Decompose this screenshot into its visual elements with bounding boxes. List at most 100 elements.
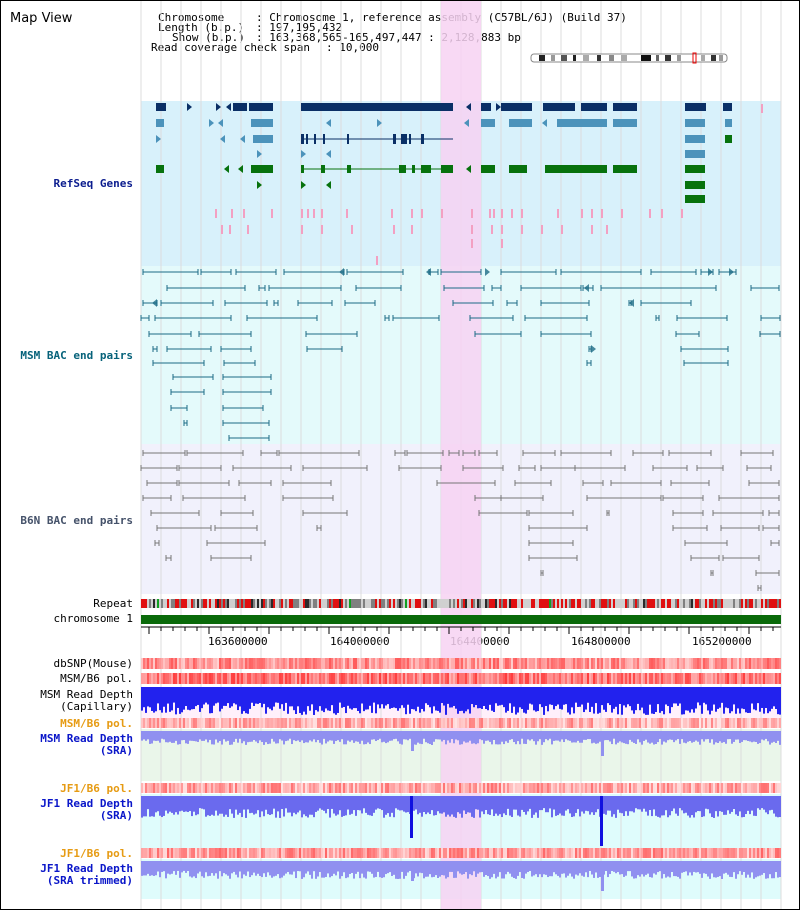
polymorphism-cell — [221, 783, 223, 793]
read-depth-bar — [327, 796, 329, 810]
polymorphism-cell — [765, 673, 767, 684]
polymorphism-cell — [311, 718, 313, 728]
polymorphism-cell — [753, 848, 755, 858]
polymorphism-cell — [763, 718, 765, 728]
read-depth-bar — [409, 861, 411, 871]
polymorphism-cell — [567, 783, 569, 793]
polymorphism-cell — [537, 848, 539, 858]
polymorphism-cell — [383, 848, 385, 858]
polymorphism-cell — [611, 658, 613, 669]
repeat-element — [485, 599, 487, 608]
read-depth-bar — [455, 687, 457, 709]
read-depth-bar — [639, 861, 641, 877]
read-depth-bar — [307, 796, 309, 818]
gene-strand-arrow — [496, 103, 501, 111]
polymorphism-cell — [501, 658, 503, 669]
read-depth-bar — [251, 796, 253, 813]
polymorphism-cell — [727, 673, 729, 684]
polymorphism-cell — [301, 783, 303, 793]
read-depth-bar — [479, 687, 481, 709]
read-depth-bar — [267, 731, 269, 745]
read-depth-bar — [497, 687, 499, 706]
gene-exon — [249, 103, 273, 111]
polymorphism-cell — [239, 718, 241, 728]
polymorphism-cell — [573, 783, 575, 793]
polymorphism-cell — [281, 783, 283, 793]
polymorphism-cell — [435, 673, 437, 684]
read-depth-bar — [337, 796, 339, 815]
polymorphism-cell — [165, 718, 167, 728]
polymorphism-cell — [445, 783, 447, 793]
read-depth-bar — [627, 731, 629, 745]
track-label-b6n-bac[interactable]: B6N BAC end pairs — [20, 514, 133, 527]
polymorphism-cell — [267, 658, 269, 669]
polymorphism-cell — [371, 848, 373, 858]
read-depth-bar — [611, 731, 613, 745]
repeat-element — [637, 599, 639, 608]
polymorphism-cell — [527, 673, 529, 684]
polymorphism-cell — [691, 848, 693, 858]
polymorphism-cell — [511, 848, 513, 858]
polymorphism-cell — [175, 673, 177, 684]
polymorphism-cell — [533, 658, 535, 669]
polymorphism-cell — [639, 673, 641, 684]
read-depth-bar — [221, 796, 223, 814]
read-depth-bar — [565, 796, 567, 811]
read-depth-bar — [345, 861, 347, 879]
read-depth-bar — [599, 861, 601, 877]
polymorphism-cell — [247, 848, 249, 858]
polymorphism-cell — [141, 783, 143, 793]
polymorphism-cell — [333, 848, 335, 858]
polymorphism-cell — [397, 673, 399, 684]
polymorphism-cell — [603, 673, 605, 684]
polymorphism-cell — [191, 658, 193, 669]
polymorphism-cell — [499, 783, 501, 793]
polymorphism-cell — [325, 718, 327, 728]
track-label-msm-bac[interactable]: MSM BAC end pairs — [20, 349, 133, 362]
read-depth-bar — [777, 861, 779, 878]
read-depth-bar — [417, 796, 419, 815]
polymorphism-cell — [439, 783, 441, 793]
polymorphism-cell — [227, 718, 229, 728]
polymorphism-cell — [393, 718, 395, 728]
polymorphism-cell — [635, 783, 637, 793]
read-depth-bar — [279, 861, 281, 879]
polymorphism-cell — [431, 783, 433, 793]
polymorphism-cell — [289, 658, 291, 669]
read-depth-bar — [583, 731, 585, 740]
repeat-element — [247, 599, 249, 608]
read-depth-bar — [715, 796, 717, 812]
read-depth-bar — [351, 731, 353, 741]
polymorphism-cell — [757, 718, 759, 728]
repeat-element — [705, 599, 707, 608]
polymorphism-cell — [313, 658, 315, 669]
polymorphism-cell — [617, 783, 619, 793]
polymorphism-cell — [503, 848, 505, 858]
read-depth-bar — [777, 796, 779, 818]
polymorphism-cell — [335, 658, 337, 669]
repeat-element — [779, 599, 781, 608]
polymorphism-cell — [171, 718, 173, 728]
polymorphism-cell — [669, 673, 671, 684]
refseq-pink-marker — [301, 209, 303, 218]
read-depth-bar — [641, 796, 643, 812]
read-depth-bar — [541, 861, 543, 878]
refseq-pink-marker — [471, 239, 473, 248]
polymorphism-cell — [379, 718, 381, 728]
read-depth-bar — [205, 861, 207, 873]
polymorphism-cell — [637, 673, 639, 684]
polymorphism-cell — [379, 673, 381, 684]
read-depth-bar — [597, 687, 599, 714]
polymorphism-cell — [629, 848, 631, 858]
polymorphism-cell — [739, 848, 741, 858]
track-label-refseq-genes[interactable]: RefSeq Genes — [53, 177, 133, 190]
read-depth-bar — [221, 687, 223, 709]
read-depth-bar — [459, 796, 461, 814]
read-depth-bar — [699, 796, 701, 812]
polymorphism-cell — [583, 658, 585, 669]
polymorphism-cell — [713, 783, 715, 793]
repeat-element — [373, 599, 375, 608]
read-depth-bar — [341, 731, 343, 740]
repeat-element — [145, 599, 147, 608]
